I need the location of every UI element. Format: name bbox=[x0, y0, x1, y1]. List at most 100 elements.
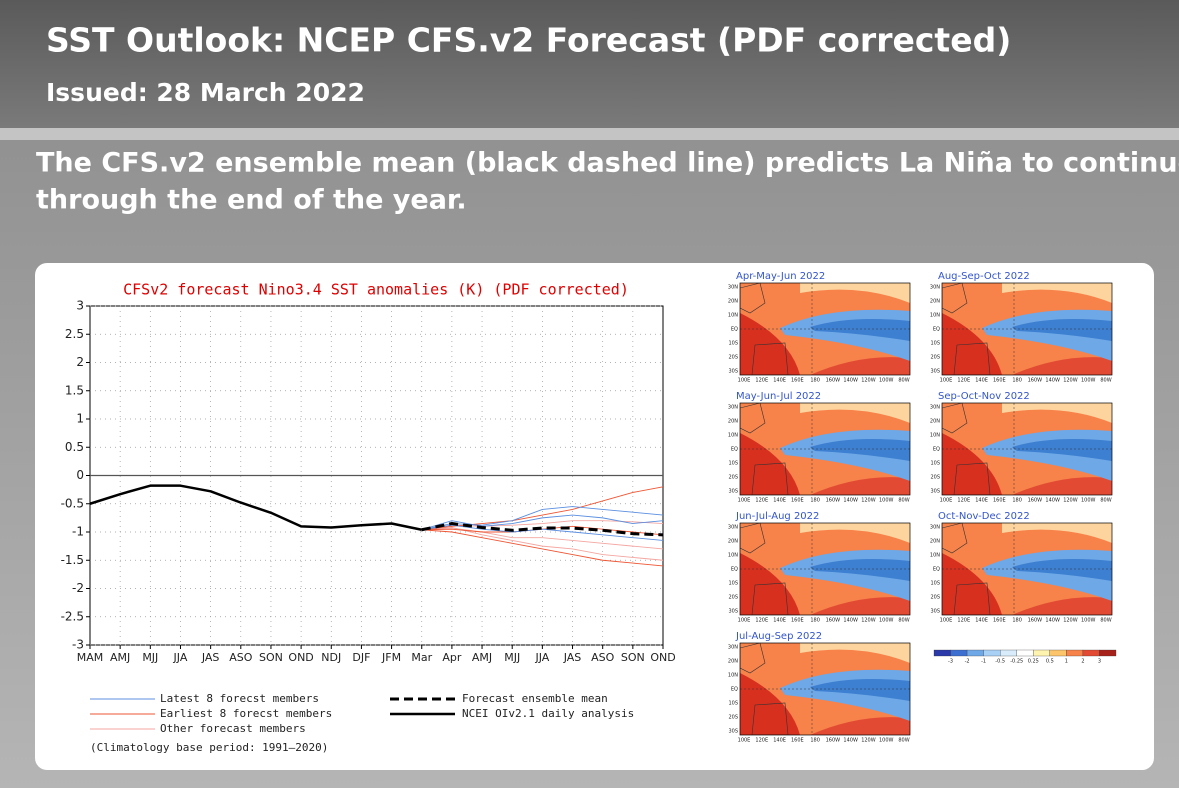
lon-label: 140E bbox=[975, 378, 988, 384]
lat-label: 20S bbox=[728, 475, 738, 481]
x-tick-label: DJF bbox=[352, 651, 370, 664]
lat-label: 30S bbox=[930, 609, 940, 615]
series-line bbox=[421, 529, 664, 567]
lat-label: 10N bbox=[728, 433, 738, 439]
lon-label: 160E bbox=[993, 498, 1006, 504]
lon-label: 160E bbox=[791, 498, 804, 504]
lat-label: EQ bbox=[731, 567, 738, 573]
lon-label: 120W bbox=[861, 378, 876, 384]
lon-label: 100W bbox=[879, 498, 894, 504]
colorbar-segment bbox=[1016, 649, 1034, 657]
sst-mild bbox=[800, 523, 910, 543]
lat-label: 20N bbox=[728, 539, 738, 545]
colorbar-label: 2 bbox=[1081, 659, 1084, 665]
lon-label: 80W bbox=[1100, 498, 1111, 504]
summary-line: through the end of the year. bbox=[36, 185, 467, 216]
lon-label: 80W bbox=[898, 738, 909, 744]
land bbox=[740, 523, 789, 615]
x-tick-label: JFM bbox=[381, 651, 401, 664]
y-tick-label: -2 bbox=[72, 581, 84, 595]
colorbar-segment bbox=[1066, 649, 1084, 657]
lon-label: 140E bbox=[773, 738, 786, 744]
colorbar-label: 0.25 bbox=[1028, 659, 1039, 665]
lon-label: 140W bbox=[1045, 378, 1060, 384]
x-tick-label: JJA bbox=[173, 651, 188, 664]
lat-label: 10N bbox=[728, 313, 738, 319]
land bbox=[740, 403, 789, 495]
map-frame bbox=[739, 402, 911, 496]
y-tick-label: 2 bbox=[76, 355, 84, 369]
y-tick-label: -1 bbox=[72, 525, 84, 539]
lon-label: 140W bbox=[843, 378, 858, 384]
series-line bbox=[421, 514, 664, 531]
lon-label: 120E bbox=[755, 498, 768, 504]
sst-hot bbox=[810, 477, 910, 495]
y-tick-label: 3 bbox=[76, 299, 84, 313]
lon-label: 140E bbox=[773, 378, 786, 384]
sst-hot bbox=[1012, 357, 1112, 375]
sst-hot bbox=[810, 597, 910, 615]
lat-label: 10S bbox=[728, 581, 738, 587]
map-frame bbox=[941, 402, 1113, 496]
lon-label: 80W bbox=[898, 618, 909, 624]
lon-label: 180 bbox=[810, 618, 820, 624]
colorbar-segment bbox=[966, 649, 984, 657]
x-tick-label: OND bbox=[650, 651, 675, 664]
x-tick-label: JJA bbox=[534, 651, 549, 664]
sst-cold-core bbox=[810, 679, 910, 701]
lon-label: 180 bbox=[1012, 618, 1022, 624]
title: SST Outlook: NCEP CFS.v2 Forecast (PDF c… bbox=[46, 21, 1011, 60]
land bbox=[740, 283, 789, 375]
lon-label: 140W bbox=[843, 618, 858, 624]
lon-label: 100E bbox=[940, 618, 953, 624]
lon-label: 140W bbox=[1045, 618, 1060, 624]
colorbar-label: -2 bbox=[965, 659, 970, 665]
lon-label: 100E bbox=[738, 738, 751, 744]
lat-label: 20S bbox=[930, 355, 940, 361]
lon-label: 160W bbox=[1028, 378, 1043, 384]
subtitle: Issued: 28 March 2022 bbox=[46, 78, 365, 107]
y-tick-label: 0 bbox=[76, 468, 84, 482]
chart-title: CFSv2 forecast Nino3.4 SST anomalies (K)… bbox=[123, 281, 629, 299]
lon-label: 120W bbox=[1063, 618, 1078, 624]
map-title: Apr-May-Jun 2022 bbox=[736, 271, 825, 282]
x-tick-label: OND bbox=[288, 651, 313, 664]
map bbox=[941, 402, 1113, 496]
lon-label: 120W bbox=[861, 618, 876, 624]
lat-label: 30N bbox=[728, 285, 738, 291]
map bbox=[941, 282, 1113, 376]
series-line bbox=[421, 527, 664, 550]
colorbar-segment bbox=[983, 649, 1001, 657]
lon-label: 120E bbox=[755, 738, 768, 744]
colorbar-segment bbox=[1033, 649, 1050, 657]
land bbox=[942, 283, 991, 375]
lon-label: 100E bbox=[738, 618, 751, 624]
colorbar-label: -3 bbox=[948, 659, 953, 665]
lon-label: 120W bbox=[861, 738, 876, 744]
lat-label: 30N bbox=[930, 405, 940, 411]
lat-label: 20S bbox=[930, 595, 940, 601]
lat-label: 30N bbox=[728, 645, 738, 651]
lat-label: 20S bbox=[930, 475, 940, 481]
lat-label: 10S bbox=[728, 461, 738, 467]
colorbar-segment bbox=[933, 649, 951, 657]
lon-label: 180 bbox=[810, 738, 820, 744]
lat-label: 30S bbox=[728, 609, 738, 615]
summary-line: The CFS.v2 ensemble mean (black dashed l… bbox=[36, 148, 1179, 179]
sst-mild bbox=[1002, 523, 1112, 543]
lon-label: 120W bbox=[1063, 378, 1078, 384]
lat-label: 30S bbox=[930, 489, 940, 495]
y-tick-label: 1 bbox=[76, 412, 84, 426]
x-tick-label: Mar bbox=[411, 651, 432, 664]
x-tick-label: MJJ bbox=[142, 651, 158, 664]
sst-mild bbox=[800, 403, 910, 423]
sst-mild bbox=[800, 283, 910, 303]
lon-label: 100W bbox=[879, 738, 894, 744]
lon-label: 120E bbox=[957, 378, 970, 384]
x-tick-label: Apr bbox=[442, 651, 462, 664]
lat-label: 10N bbox=[930, 553, 940, 559]
y-tick-label: 2.5 bbox=[65, 327, 84, 341]
lat-label: 20N bbox=[728, 419, 738, 425]
x-tick-label: ASO bbox=[229, 651, 253, 664]
lat-label: 20N bbox=[930, 299, 940, 305]
